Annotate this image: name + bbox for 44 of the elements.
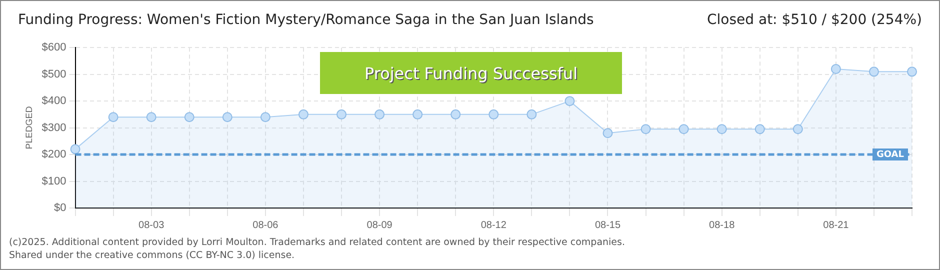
text: Shared under the creative commons (CC BY-NC 3.0) license.: [9, 249, 296, 262]
y-axis-title: PLEDGED: [24, 106, 34, 150]
y-tick-label: $300: [42, 122, 66, 134]
point: [716, 124, 727, 134]
point: [222, 112, 232, 122]
ref-line-label: GOAL: [876, 150, 904, 160]
point: [108, 112, 118, 122]
point: [450, 109, 461, 120]
y-tick-label: $600: [42, 42, 66, 54]
point: [374, 109, 385, 120]
point: [830, 64, 841, 74]
y-tick-label: $0: [54, 202, 66, 214]
point: [602, 128, 613, 138]
y-tick-label: $500: [42, 68, 66, 80]
point: [678, 124, 689, 134]
chart-subtitle: Closed at: $510 / $200 (254%): [707, 12, 922, 28]
x-tick-label: 08-03: [138, 220, 165, 231]
point: [907, 66, 917, 77]
banner: Project Funding Successful: [320, 52, 622, 94]
point: [260, 112, 270, 122]
point: [412, 109, 423, 120]
y-tick-label: $200: [42, 148, 66, 161]
y-tick-label: $400: [42, 95, 66, 108]
x-tick-label: 08-06: [252, 220, 279, 231]
point: [754, 124, 765, 134]
x-tick-label: 08-12: [480, 220, 507, 231]
point: [146, 112, 156, 122]
text: (c)2025. Additional content provided by Lorri Moulton. Trademarks and related content are owned by their respective companies.: [9, 236, 625, 249]
y-tick-label: $100: [42, 175, 66, 188]
point: [640, 124, 651, 134]
point: [526, 109, 537, 120]
point: [70, 144, 80, 154]
x-tick-label: 08-18: [709, 220, 736, 231]
x-tick-label: 08-15: [594, 220, 621, 231]
point: [792, 124, 803, 134]
point: [184, 112, 194, 122]
chart-title: Funding Progress: Women's Fiction Mystery/Romance Saga in the San Juan Islands: [18, 12, 594, 28]
point: [298, 109, 308, 120]
point: [336, 109, 347, 120]
x-tick-label: 08-21: [823, 220, 850, 231]
point: [564, 96, 575, 106]
x-tick-label: 08-09: [366, 220, 393, 231]
point: [488, 109, 499, 120]
point: [868, 66, 879, 77]
